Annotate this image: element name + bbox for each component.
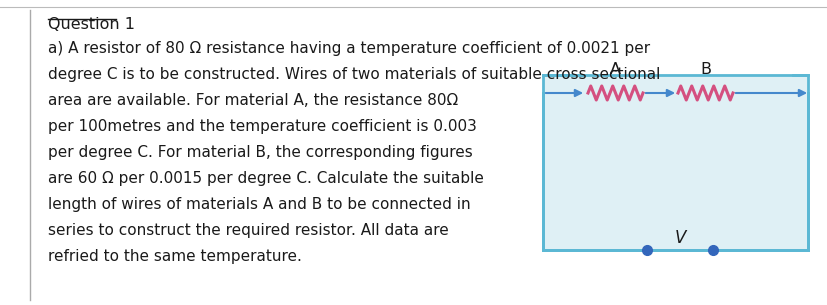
Text: V: V	[674, 229, 686, 247]
Text: are 60 Ω per 0.0015 per degree C. Calculate the suitable: are 60 Ω per 0.0015 per degree C. Calcul…	[48, 171, 483, 186]
Text: B: B	[699, 62, 710, 77]
Text: degree C is to be constructed. Wires of two materials of suitable cross sectiona: degree C is to be constructed. Wires of …	[48, 67, 660, 82]
Text: length of wires of materials A and B to be connected in: length of wires of materials A and B to …	[48, 197, 470, 212]
Text: a) A resistor of 80 Ω resistance having a temperature coefficient of 0.0021 per: a) A resistor of 80 Ω resistance having …	[48, 41, 649, 56]
Text: per degree C. For material B, the corresponding figures: per degree C. For material B, the corres…	[48, 145, 472, 160]
Text: per 100metres and the temperature coefficient is 0.003: per 100metres and the temperature coeffi…	[48, 119, 476, 134]
Text: A: A	[609, 62, 620, 77]
Text: refried to the same temperature.: refried to the same temperature.	[48, 249, 302, 264]
Bar	[543, 75, 807, 250]
Text: Question 1: Question 1	[48, 17, 135, 32]
Text: series to construct the required resistor. All data are: series to construct the required resisto…	[48, 223, 448, 238]
Text: area are available. For material A, the resistance 80Ω: area are available. For material A, the …	[48, 93, 457, 108]
